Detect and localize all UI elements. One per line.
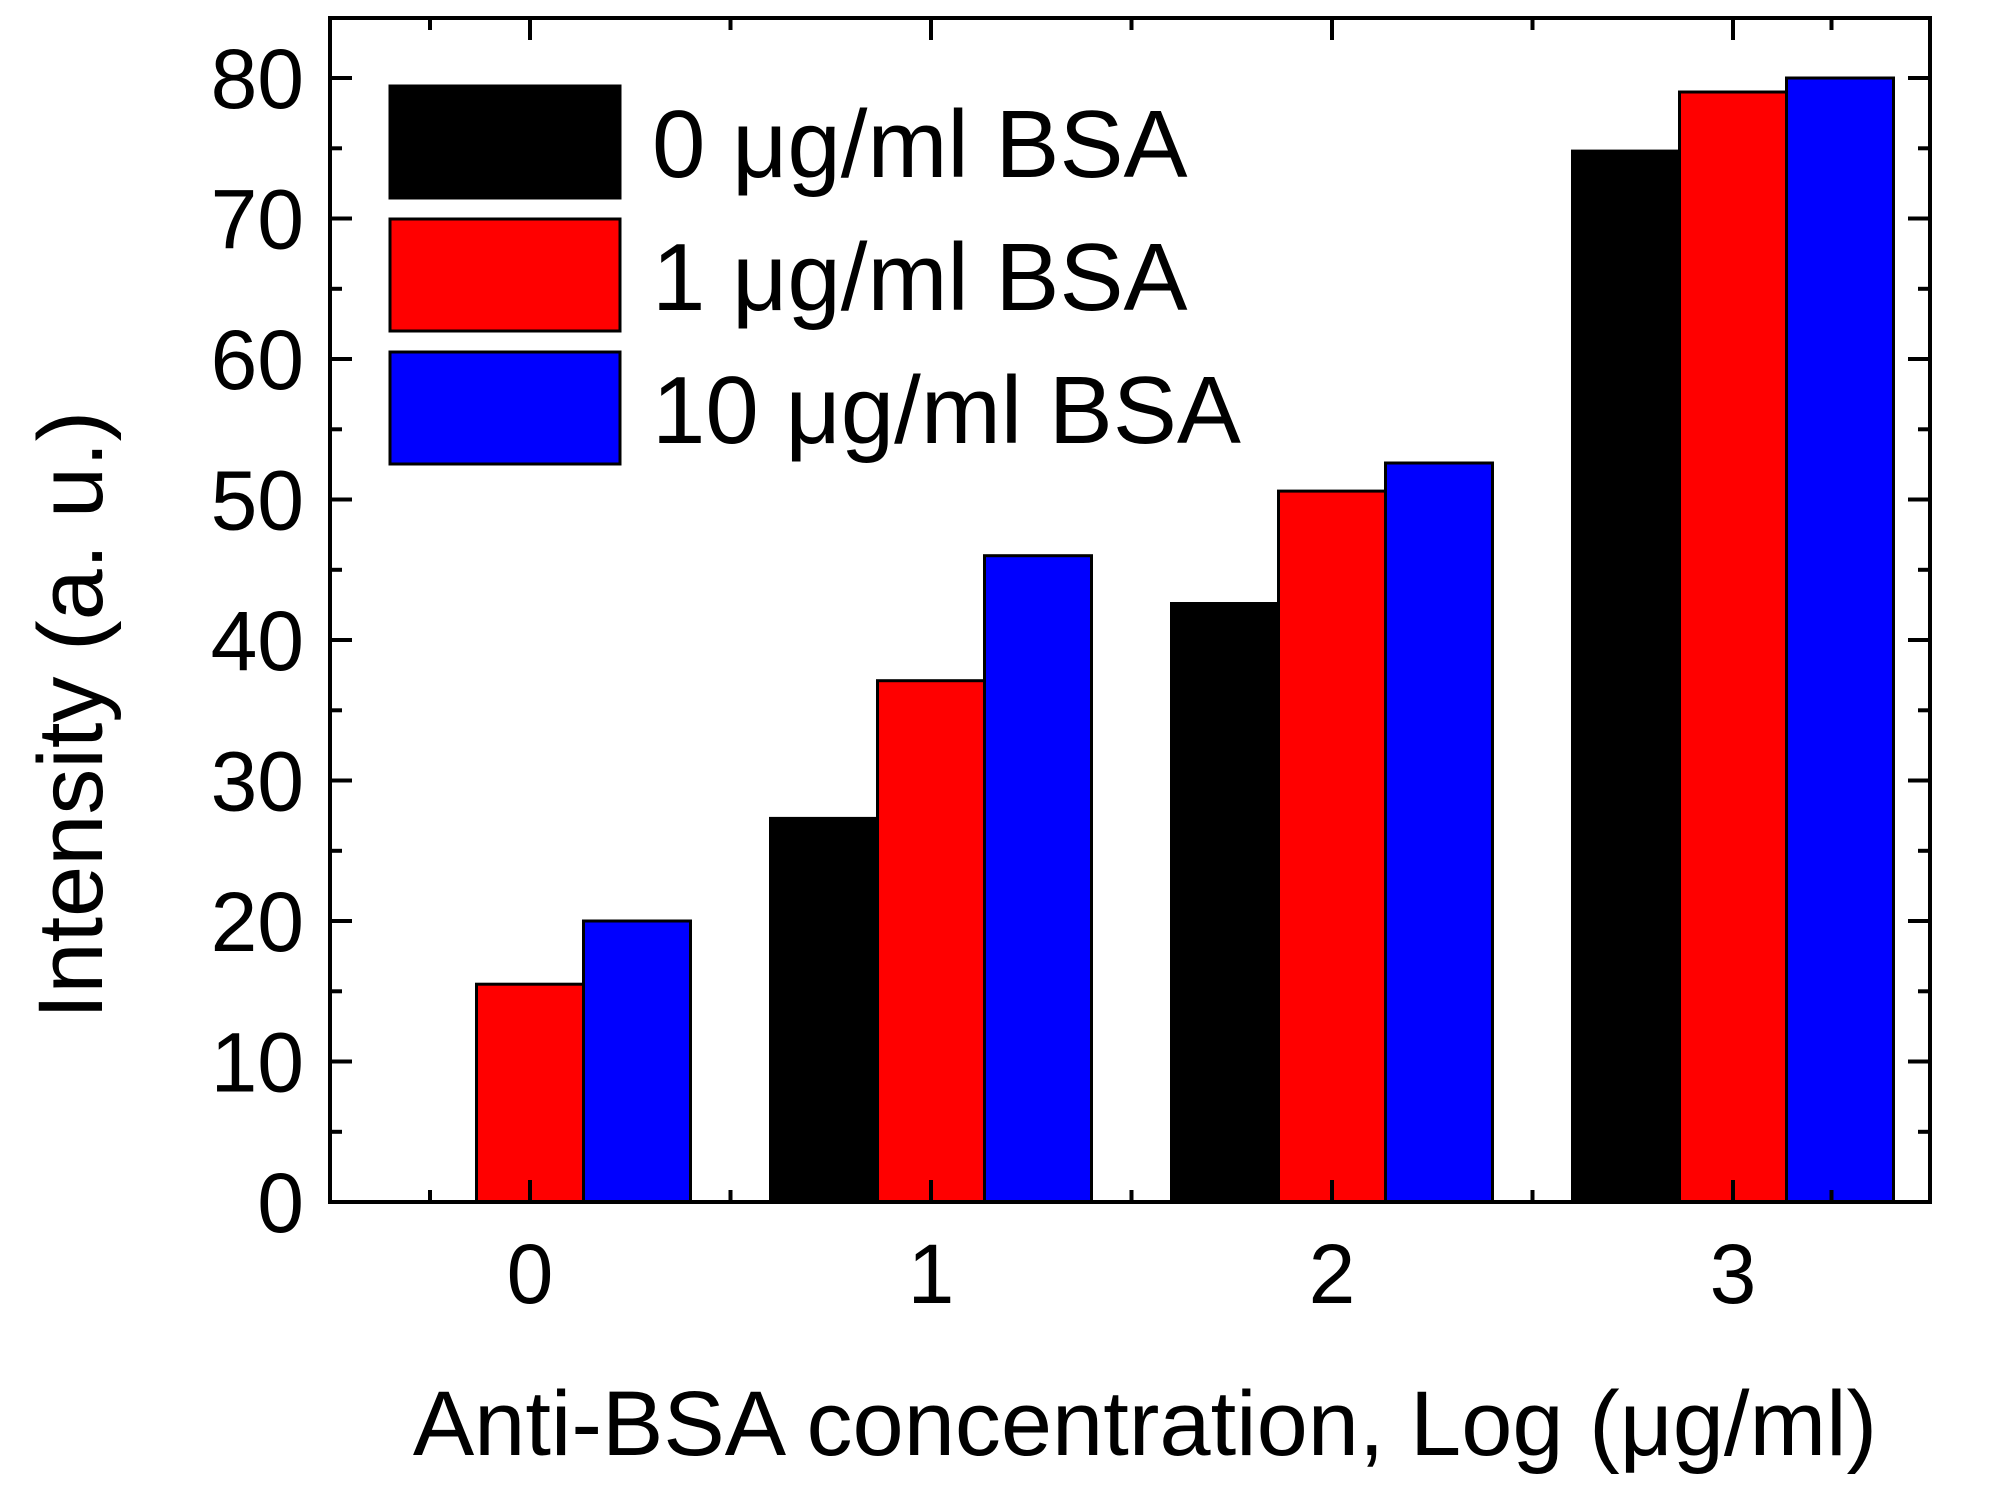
- bar-2-cat-3: [1678, 90, 1788, 1204]
- y-tick-label: 30: [211, 735, 304, 829]
- bar-3-cat-2: [1384, 461, 1494, 1204]
- bar-1-cat-3: [1571, 149, 1681, 1204]
- bar-3-cat-3: [1785, 76, 1895, 1204]
- legend-swatch-3: [388, 350, 622, 466]
- x-tick-label: 1: [908, 1227, 955, 1321]
- legend-swatch-2: [388, 217, 622, 333]
- y-tick-label: 10: [211, 1016, 304, 1110]
- x-tick-labels: 0 1 2 3: [507, 1227, 1757, 1321]
- y-tick-label: 60: [211, 313, 304, 407]
- x-tick-label: 2: [1309, 1227, 1356, 1321]
- bar-2-cat-0: [475, 982, 585, 1204]
- y-tick-label: 80: [211, 32, 304, 126]
- x-tick-label: 3: [1710, 1227, 1757, 1321]
- legend: 0 μg/ml BSA 1 μg/ml BSA 10 μg/ml BSA: [388, 84, 1241, 466]
- y-tick-label: 50: [211, 454, 304, 548]
- bar-1-cat-1: [769, 816, 879, 1204]
- legend-label-2: 1 μg/ml BSA: [652, 224, 1188, 331]
- bar-3-cat-0: [582, 919, 692, 1204]
- x-axis-title: Anti-BSA concentration, Log (μg/ml): [413, 1373, 1877, 1475]
- bar-1-cat-2: [1170, 602, 1280, 1204]
- y-axis-title: Intensity (a. u.): [20, 411, 122, 1019]
- plot-frame: [328, 16, 1932, 1204]
- bar-3-cat-1: [983, 554, 1093, 1204]
- y-tick-label: 70: [211, 173, 304, 267]
- bar-2-cat-1: [876, 679, 986, 1204]
- y-tick-label: 20: [211, 875, 304, 969]
- legend-label-1: 0 μg/ml BSA: [652, 91, 1188, 198]
- y-tick-labels: 0 10 20 30 40 50 60 70 80: [211, 32, 304, 1250]
- legend-label-3: 10 μg/ml BSA: [652, 357, 1241, 464]
- legend-swatch-1: [388, 84, 622, 200]
- x-tick-label: 0: [507, 1227, 554, 1321]
- y-tick-label: 40: [211, 594, 304, 688]
- y-tick-label: 0: [257, 1156, 304, 1250]
- bar-2-cat-2: [1277, 489, 1387, 1204]
- bars-group: [475, 76, 1895, 1204]
